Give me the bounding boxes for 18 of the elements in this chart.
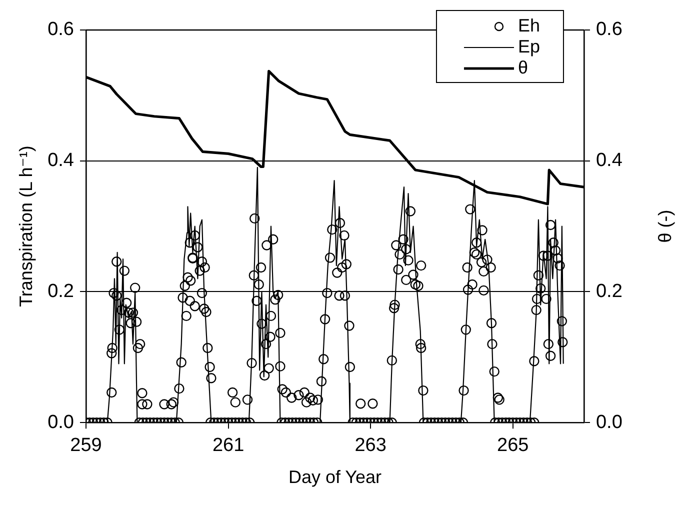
y2-tick-label: 0.2	[596, 280, 622, 302]
y2-tick-label: 0.0	[596, 412, 622, 433]
y2-tick-label: 0.6	[596, 19, 622, 40]
x-tick-label: 261	[212, 435, 244, 456]
y-tick-label: 0.0	[48, 412, 74, 433]
y-tick-label: 0.2	[48, 280, 74, 302]
y2-axis-title: θ (-)	[654, 210, 675, 243]
legend-label: Ep	[518, 36, 540, 56]
x-axis-title: Day of Year	[288, 467, 382, 488]
x-tick-label: 263	[354, 435, 386, 456]
x-tick-label: 265	[496, 435, 529, 456]
legend-label: Eh	[518, 15, 540, 36]
legend-label: θ	[518, 57, 528, 78]
x-tick-label: 259	[70, 435, 102, 456]
y2-tick-label: 0.4	[596, 150, 623, 172]
y-axis-title: Transpiration (L h⁻¹)	[16, 146, 36, 307]
y-tick-label: 0.4	[48, 150, 74, 172]
y-tick-label: 0.6	[48, 19, 74, 40]
